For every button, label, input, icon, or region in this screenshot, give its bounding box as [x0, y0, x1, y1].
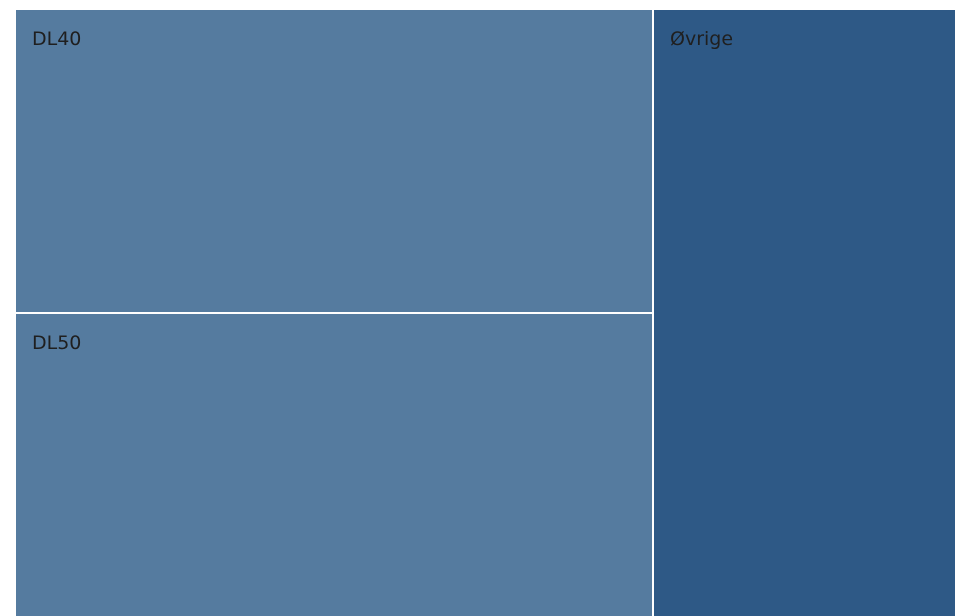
treemap-tile-label: DL40 [32, 28, 82, 50]
treemap-tile-label: Øvrige [670, 28, 734, 50]
treemap-tile-dl40: DL40 [16, 10, 652, 312]
treemap-tile-vrige: Øvrige [654, 10, 955, 616]
treemap-tile-label: DL50 [32, 332, 82, 354]
treemap-tile-dl50: DL50 [16, 314, 652, 616]
